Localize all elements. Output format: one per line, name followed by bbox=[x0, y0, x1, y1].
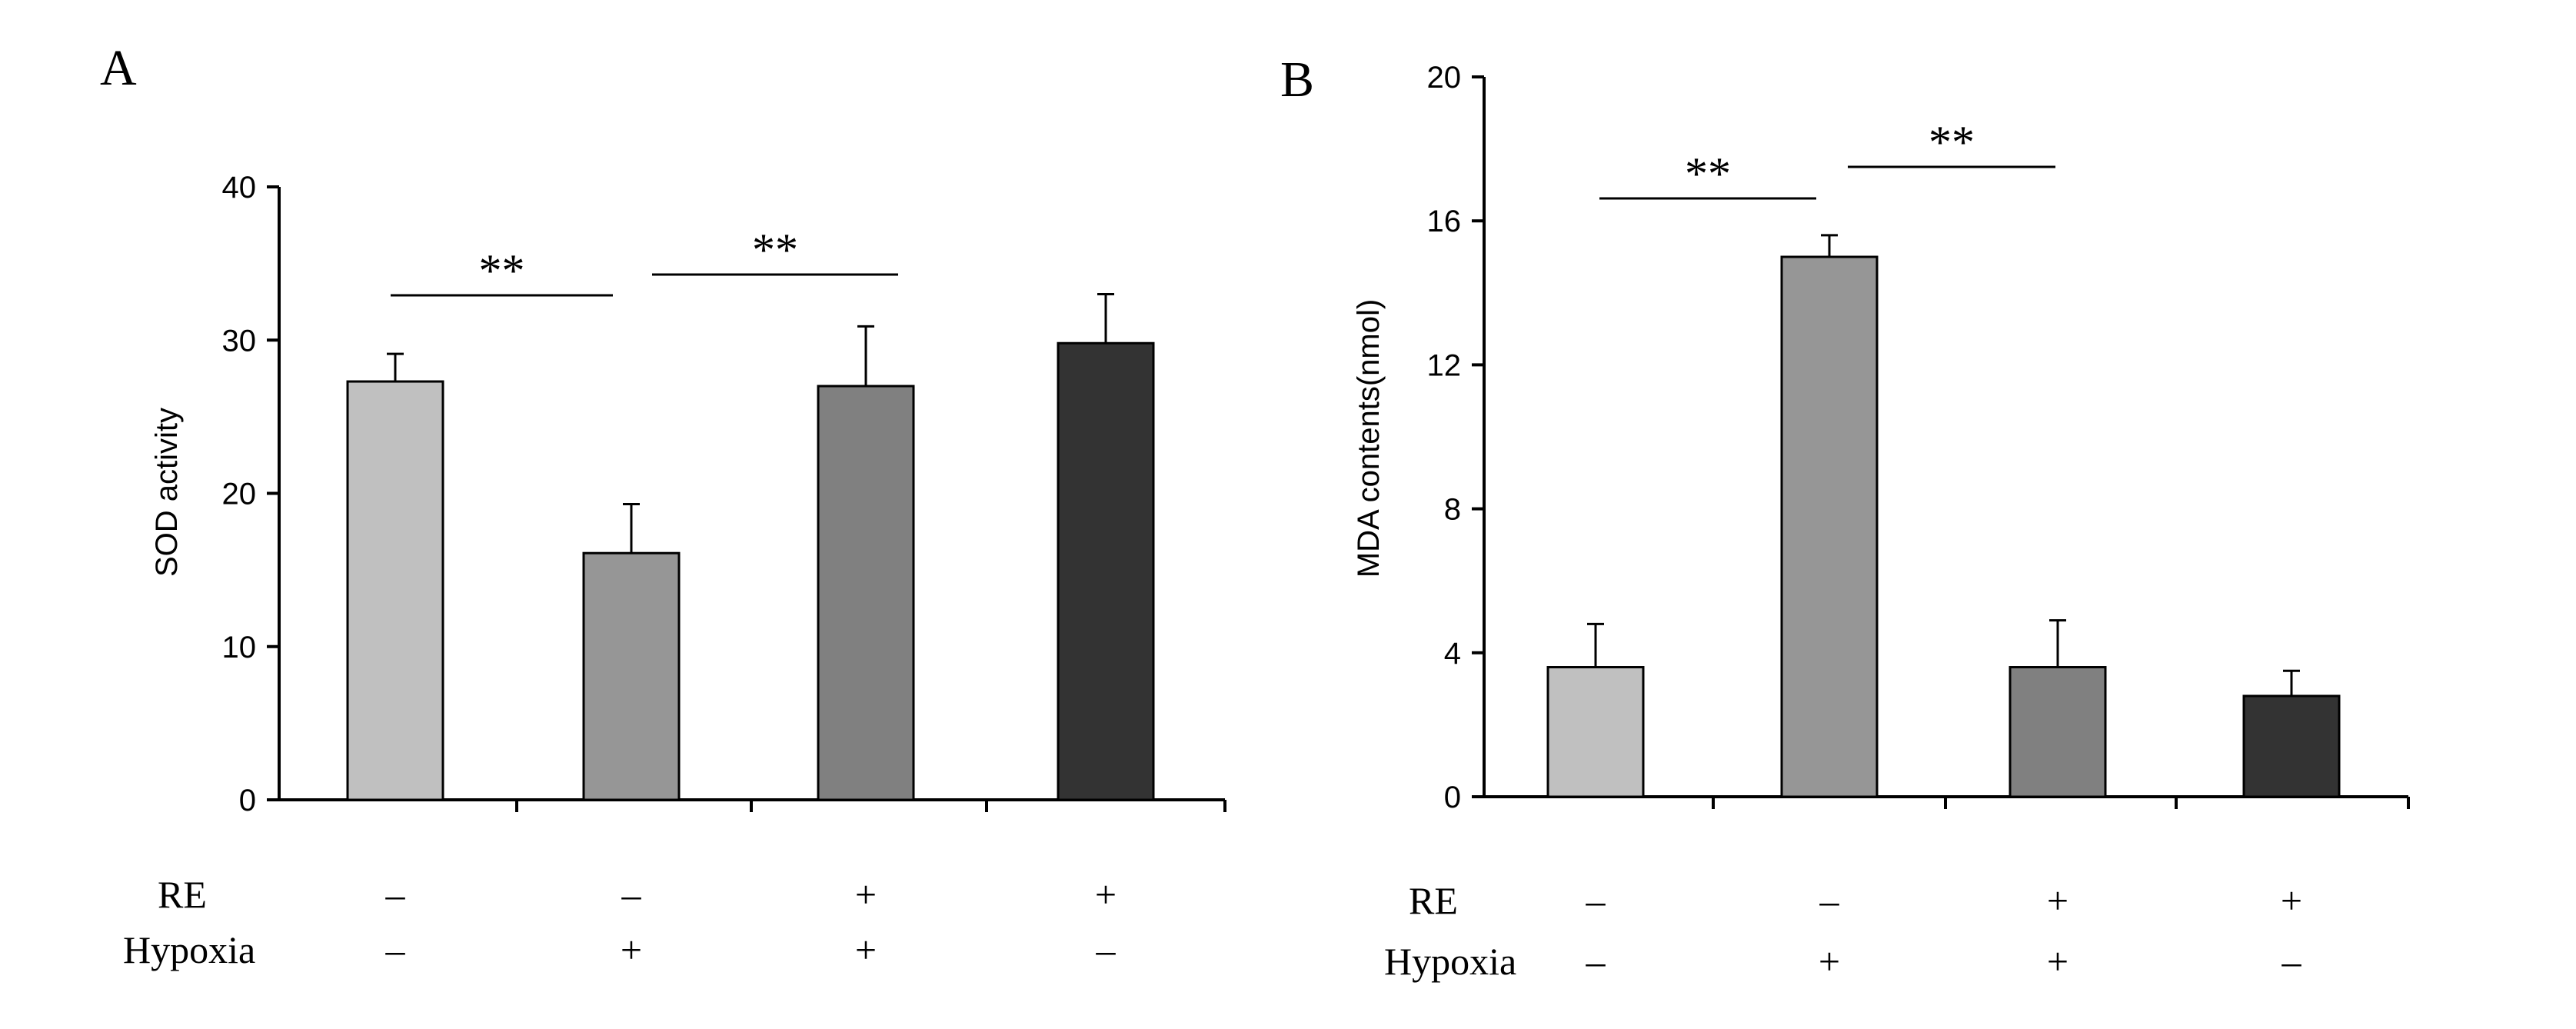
y-tick-label: 16 bbox=[1427, 205, 1462, 238]
significance-label: ** bbox=[479, 245, 525, 296]
y-tick-label: 40 bbox=[222, 171, 257, 205]
condition-label: Hypoxia bbox=[123, 928, 255, 971]
condition-value: + bbox=[2047, 879, 2068, 922]
condition-value: – bbox=[2281, 940, 2302, 983]
condition-value: + bbox=[2047, 940, 2068, 983]
y-tick-label: 4 bbox=[1444, 637, 1461, 671]
bar bbox=[346, 380, 444, 801]
significance-label: ** bbox=[1929, 117, 1975, 168]
significance-label: ** bbox=[1685, 148, 1731, 199]
condition-value: + bbox=[621, 928, 642, 971]
bar bbox=[1780, 255, 1879, 798]
panel-label-a: A bbox=[100, 40, 137, 96]
y-tick-label: 30 bbox=[222, 324, 257, 358]
y-tick-label: 12 bbox=[1427, 348, 1462, 382]
significance-label: ** bbox=[752, 225, 798, 275]
bar bbox=[2242, 694, 2341, 798]
plot-area-a: 0 10 20 30 40 ** ** RE – – + + Hypoxia – + + – bbox=[123, 171, 1226, 971]
y-tick-label: 20 bbox=[1427, 61, 1462, 95]
condition-value: – bbox=[1586, 879, 1606, 922]
y-axis-label-a: SOD activity bbox=[150, 408, 184, 577]
condition-value: – bbox=[385, 928, 406, 971]
bar bbox=[817, 385, 915, 801]
condition-value: – bbox=[1096, 928, 1117, 971]
condition-value: – bbox=[1586, 940, 1606, 983]
condition-value: – bbox=[1819, 879, 1840, 922]
y-tick-label: 8 bbox=[1444, 493, 1461, 527]
bar bbox=[1057, 341, 1155, 801]
y-tick-label: 20 bbox=[222, 478, 257, 511]
condition-value: + bbox=[855, 928, 877, 971]
panel-b: B MDA contents(nmol) 0 4 8 12 16 20 ** ** RE – – + +… bbox=[1280, 52, 2410, 983]
bar bbox=[2009, 666, 2107, 798]
condition-value: + bbox=[2281, 879, 2302, 922]
condition-label: Hypoxia bbox=[1384, 940, 1516, 983]
y-axis-label-b: MDA contents(nmol) bbox=[1352, 299, 1386, 578]
condition-value: – bbox=[385, 873, 406, 916]
y-tick-label: 0 bbox=[1444, 781, 1461, 814]
y-tick-label: 0 bbox=[239, 784, 256, 818]
bar bbox=[1546, 666, 1645, 798]
y-tick-label: 10 bbox=[222, 631, 257, 664]
panel-label-b: B bbox=[1280, 52, 1314, 108]
condition-label: RE bbox=[1409, 879, 1458, 922]
condition-label: RE bbox=[158, 873, 207, 916]
plot-area-b: 0 4 8 12 16 20 ** ** RE – – + + Hypoxia – + + – bbox=[1384, 61, 2410, 983]
panel-a: A SOD activity 0 10 20 30 40 ** ** RE – – + + Hypoxi… bbox=[100, 40, 1226, 971]
condition-value: + bbox=[1819, 940, 1840, 983]
bar bbox=[582, 551, 681, 801]
condition-value: + bbox=[1095, 873, 1117, 916]
condition-value: – bbox=[621, 873, 642, 916]
condition-value: + bbox=[855, 873, 877, 916]
